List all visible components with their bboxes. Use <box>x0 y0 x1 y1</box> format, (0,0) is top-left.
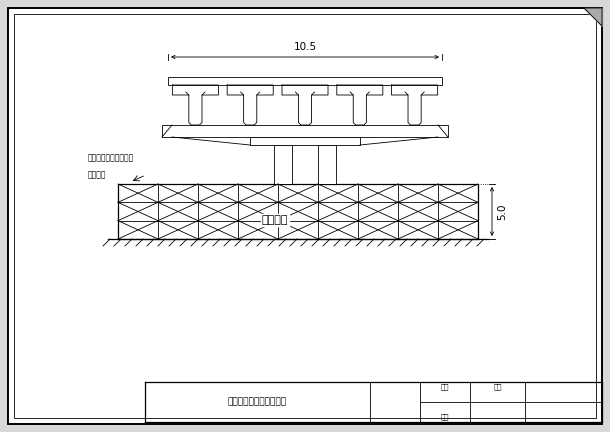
Text: 比例: 比例 <box>441 384 449 390</box>
Polygon shape <box>282 85 328 125</box>
Bar <box>168 77 442 85</box>
Text: 安全防护携设布置示意图: 安全防护携设布置示意图 <box>228 397 287 407</box>
Text: 图号: 图号 <box>493 384 502 390</box>
Bar <box>118 184 478 239</box>
Bar <box>162 125 448 137</box>
Polygon shape <box>162 125 172 137</box>
Polygon shape <box>172 125 250 145</box>
Text: 10.5: 10.5 <box>293 42 317 52</box>
Polygon shape <box>392 85 437 125</box>
Text: 木胶板。: 木胶板。 <box>88 170 107 179</box>
Polygon shape <box>337 85 383 125</box>
Polygon shape <box>438 125 448 137</box>
Text: 5.0: 5.0 <box>497 203 507 220</box>
Bar <box>274 145 292 184</box>
Polygon shape <box>360 125 438 145</box>
Bar <box>250 137 360 145</box>
Bar <box>318 145 336 184</box>
Text: 満铺竹踏板，顶面满铺: 満铺竹踏板，顶面满铺 <box>88 153 134 162</box>
Text: 国道路面: 国道路面 <box>262 215 289 225</box>
Text: 学历: 学历 <box>441 414 449 420</box>
Polygon shape <box>584 8 602 26</box>
Polygon shape <box>173 85 218 125</box>
Polygon shape <box>227 85 273 125</box>
